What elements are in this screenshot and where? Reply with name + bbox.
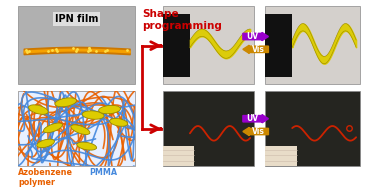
Bar bbox=[265, 6, 360, 84]
FancyArrow shape bbox=[243, 127, 268, 136]
Ellipse shape bbox=[43, 123, 62, 133]
Text: UV: UV bbox=[246, 114, 259, 123]
Bar bbox=[163, 14, 190, 77]
Text: Vis: Vis bbox=[252, 45, 265, 54]
Ellipse shape bbox=[29, 105, 48, 114]
Bar bbox=[265, 146, 297, 166]
Text: UV: UV bbox=[246, 32, 259, 41]
Text: Azobenzene
polymer: Azobenzene polymer bbox=[18, 168, 73, 187]
Bar bbox=[163, 91, 254, 166]
Bar bbox=[163, 146, 194, 166]
Ellipse shape bbox=[82, 111, 104, 119]
Bar bbox=[18, 6, 135, 84]
FancyArrow shape bbox=[243, 115, 268, 123]
Ellipse shape bbox=[37, 139, 54, 148]
Bar bbox=[163, 6, 254, 84]
Bar bbox=[265, 91, 360, 166]
Text: IPN film: IPN film bbox=[55, 14, 98, 24]
Bar bbox=[265, 14, 292, 77]
Bar bbox=[18, 91, 135, 166]
Ellipse shape bbox=[110, 118, 128, 126]
Ellipse shape bbox=[99, 105, 121, 114]
Ellipse shape bbox=[77, 142, 97, 150]
Text: PMMA: PMMA bbox=[90, 168, 118, 177]
Text: Vis: Vis bbox=[252, 127, 265, 136]
FancyArrow shape bbox=[243, 32, 268, 41]
Ellipse shape bbox=[55, 98, 76, 107]
Text: Shape
programming: Shape programming bbox=[143, 9, 222, 31]
FancyArrow shape bbox=[243, 45, 268, 53]
Ellipse shape bbox=[71, 125, 90, 135]
